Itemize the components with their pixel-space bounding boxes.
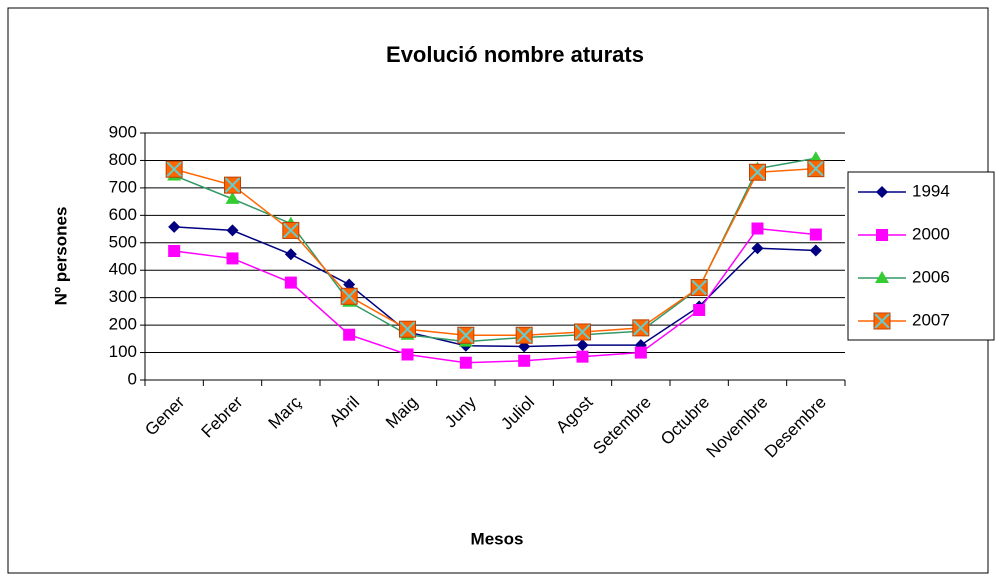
- data-point: [226, 224, 239, 237]
- y-tick-label: 500: [109, 232, 137, 251]
- legend-marker: [876, 229, 888, 241]
- data-point: [282, 221, 300, 239]
- y-tick-label: 100: [109, 342, 137, 361]
- x-axis-label: Mesos: [471, 529, 524, 548]
- data-point: [224, 176, 241, 194]
- data-point: [634, 346, 647, 359]
- data-point: [165, 160, 183, 178]
- chart-frame: [7, 7, 989, 574]
- data-point: [343, 278, 356, 291]
- y-tick-label: 700: [109, 177, 137, 196]
- data-point: [515, 326, 533, 344]
- y-tick-label: 600: [109, 205, 137, 224]
- y-axis-label: Nº persones: [51, 207, 70, 306]
- data-point: [751, 242, 764, 255]
- y-tick-label: 0: [128, 369, 137, 388]
- data-point: [690, 279, 708, 297]
- y-tick-label: 900: [109, 122, 137, 141]
- data-point: [401, 348, 414, 361]
- legend-label: 2007: [912, 310, 950, 329]
- data-point: [576, 350, 589, 363]
- chart-title: Evolució nombre aturats: [386, 42, 644, 67]
- data-point: [168, 220, 181, 233]
- legend-marker: [875, 271, 889, 283]
- y-tick-label: 300: [109, 287, 137, 306]
- data-point: [284, 248, 297, 261]
- data-point: [226, 252, 239, 265]
- data-point: [809, 228, 822, 241]
- data-point: [457, 326, 475, 344]
- y-tick-label: 400: [109, 260, 137, 279]
- legend-label: 1994: [912, 181, 950, 200]
- data-point: [459, 356, 472, 369]
- data-point: [574, 323, 591, 341]
- data-point: [751, 222, 764, 235]
- data-point: [340, 287, 358, 305]
- data-point: [284, 276, 297, 289]
- series-line: [173, 167, 816, 337]
- data-point: [807, 160, 825, 178]
- data-point: [576, 339, 589, 352]
- legend-label: 2000: [912, 224, 950, 243]
- y-tick-label: 200: [109, 315, 137, 334]
- data-point: [632, 319, 650, 337]
- series-line: [174, 227, 816, 364]
- legend-marker: [873, 312, 891, 330]
- data-point: [225, 191, 240, 204]
- legend-box: [847, 171, 995, 341]
- data-point: [399, 320, 416, 338]
- data-point: [343, 328, 356, 341]
- data-point: [693, 304, 706, 317]
- data-point: [168, 245, 181, 258]
- data-point: [809, 244, 822, 257]
- data-point: [518, 354, 531, 367]
- legend-label: 2006: [912, 267, 950, 286]
- y-tick-label: 800: [109, 150, 137, 169]
- data-point: [749, 163, 766, 181]
- legend-marker: [876, 186, 888, 198]
